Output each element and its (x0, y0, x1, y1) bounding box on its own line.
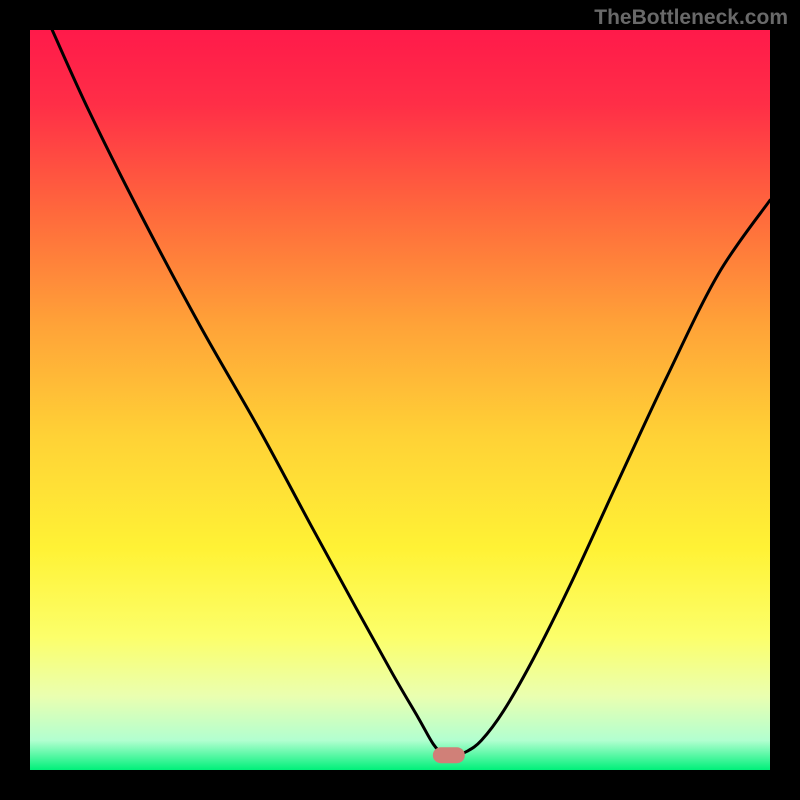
watermark-text: TheBottleneck.com (594, 6, 788, 30)
frame-border (770, 0, 800, 800)
bottleneck-chart: TheBottleneck.com (0, 0, 800, 800)
frame-border (0, 0, 30, 800)
chart-svg (0, 0, 800, 800)
frame-border (0, 770, 800, 800)
gradient-background (30, 30, 770, 770)
optimal-point-marker (433, 747, 465, 763)
